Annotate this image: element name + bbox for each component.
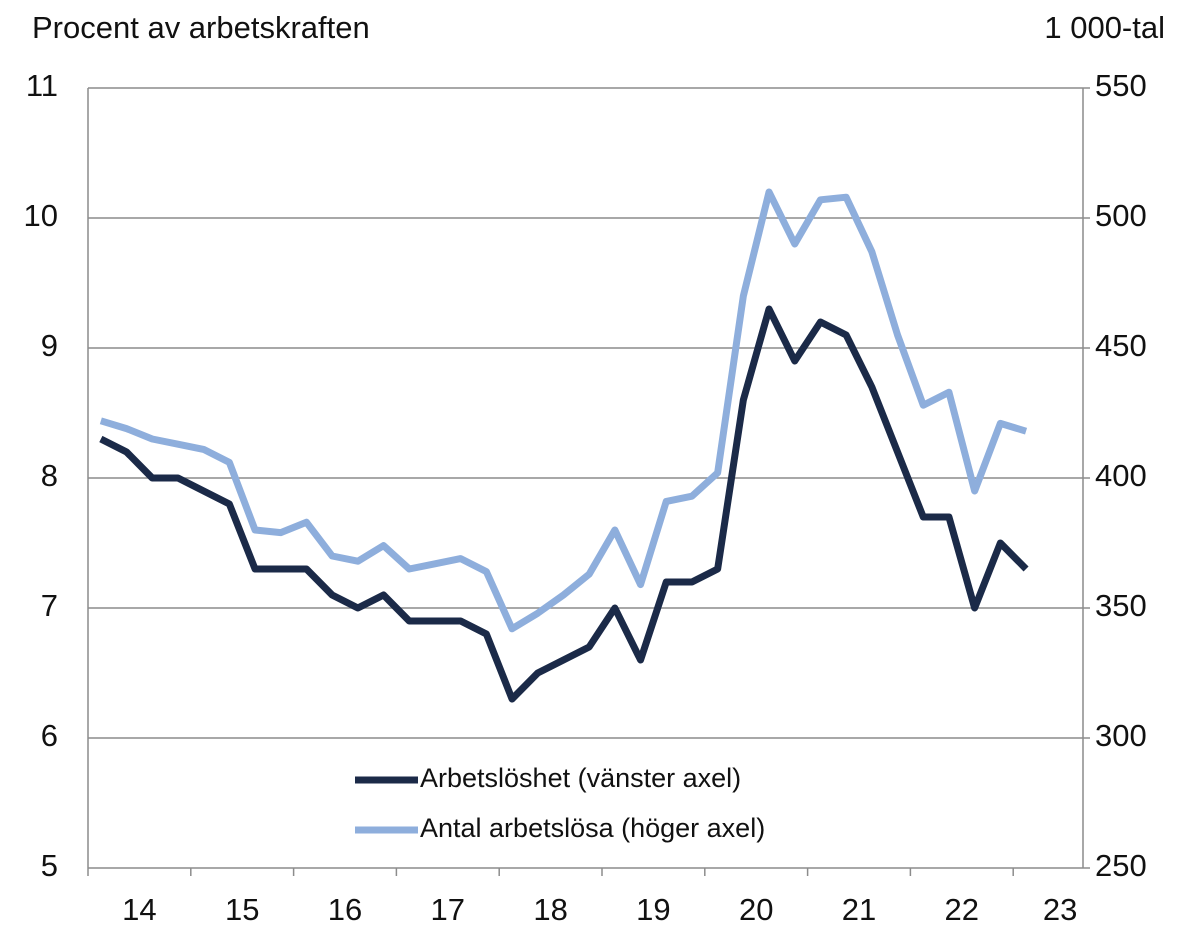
x-tick-label: 15 (225, 892, 259, 927)
y-tick-label: 8 (41, 458, 58, 493)
y2-tick-label: 400 (1095, 458, 1147, 493)
y-tick-label: 10 (24, 198, 58, 233)
y-tick-label: 9 (41, 328, 58, 363)
y-tick-label: 5 (41, 848, 58, 883)
y2-axis-label: 1 000-tal (1044, 10, 1165, 45)
y2-tick-label: 550 (1095, 68, 1147, 103)
x-tick-label: 22 (945, 892, 979, 927)
y-tick-label: 7 (41, 588, 58, 623)
y-axis-label: Procent av arbetskraften (32, 10, 370, 45)
x-tick-label: 23 (1043, 892, 1077, 927)
y2-tick-label: 250 (1095, 848, 1147, 883)
y-tick-label: 11 (26, 68, 58, 103)
series-line (99, 305, 1029, 703)
y2-tick-label: 450 (1095, 328, 1147, 363)
x-tick-label: 18 (533, 892, 567, 927)
series-line (99, 188, 1028, 633)
legend-label: Antal arbetslösa (höger axel) (420, 813, 765, 843)
x-tick-label: 17 (431, 892, 465, 927)
y2-tick-label: 350 (1095, 588, 1147, 623)
x-tick-label: 19 (636, 892, 670, 927)
x-tick-label: 14 (122, 892, 156, 927)
x-tick-label: 20 (739, 892, 773, 927)
x-tick-label: 16 (328, 892, 362, 927)
x-tick-label: 21 (842, 892, 876, 927)
y-tick-label: 6 (41, 718, 58, 753)
y2-tick-label: 500 (1095, 198, 1147, 233)
legend-label: Arbetslöshet (vänster axel) (420, 763, 741, 793)
y2-tick-label: 300 (1095, 718, 1147, 753)
